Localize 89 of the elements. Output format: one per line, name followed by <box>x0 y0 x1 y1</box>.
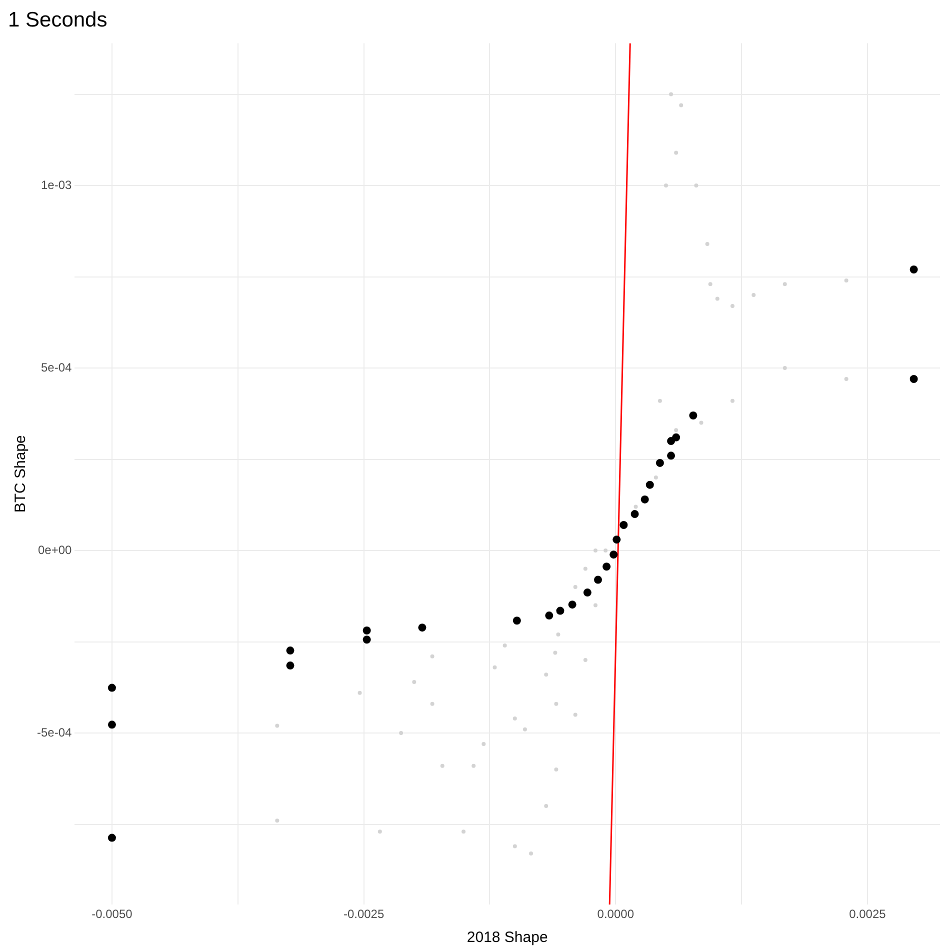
point <box>612 536 621 544</box>
point <box>634 504 638 509</box>
point <box>108 684 116 692</box>
point <box>658 398 662 403</box>
x-tick-label: 0.0025 <box>849 907 886 922</box>
x-tick-label: -0.0025 <box>343 907 384 922</box>
x-axis-title: 2018 Shape <box>466 929 548 946</box>
point <box>679 103 684 108</box>
point <box>573 712 578 717</box>
point <box>910 266 918 274</box>
point <box>512 716 517 720</box>
point <box>554 768 558 772</box>
point <box>689 412 698 420</box>
point <box>667 452 676 460</box>
point <box>430 702 434 706</box>
point <box>522 727 527 732</box>
point <box>286 646 294 655</box>
point <box>378 830 382 834</box>
point <box>275 724 280 728</box>
point <box>362 626 371 634</box>
point <box>583 588 592 597</box>
point <box>715 296 720 301</box>
point <box>640 495 649 504</box>
point <box>699 420 704 425</box>
chart-title: 1 Seconds <box>8 8 108 32</box>
point <box>620 521 628 529</box>
point <box>646 480 654 489</box>
y-tick-label: -5e-04 <box>37 725 72 740</box>
point <box>556 632 560 636</box>
point <box>672 433 680 442</box>
point <box>630 510 639 518</box>
point <box>674 428 678 432</box>
point <box>910 375 918 383</box>
point <box>782 282 787 286</box>
point <box>664 184 668 188</box>
point <box>399 731 404 736</box>
point <box>594 576 602 584</box>
point <box>674 150 678 155</box>
point <box>286 662 294 670</box>
point <box>545 612 554 620</box>
point <box>708 282 712 286</box>
point <box>705 242 710 246</box>
point <box>512 616 521 625</box>
y-axis-title: BTC Shape <box>12 435 30 513</box>
point <box>604 548 608 553</box>
point <box>430 654 434 658</box>
point <box>610 550 618 559</box>
point <box>440 764 444 768</box>
point <box>544 672 548 677</box>
x-tick-label: 0.0000 <box>597 907 634 922</box>
point <box>669 92 674 96</box>
point <box>502 643 507 648</box>
point <box>583 658 588 662</box>
point <box>730 304 734 308</box>
point <box>482 742 486 746</box>
point <box>362 636 371 644</box>
point <box>472 764 476 768</box>
point <box>108 834 116 842</box>
point <box>568 600 576 609</box>
point <box>654 476 658 480</box>
point <box>602 562 611 571</box>
point <box>462 830 466 834</box>
point <box>694 184 698 188</box>
point <box>573 585 578 590</box>
point <box>730 398 734 403</box>
point <box>412 680 416 684</box>
point <box>844 377 848 381</box>
point <box>108 720 116 729</box>
point <box>529 852 534 856</box>
point <box>656 458 664 467</box>
y-tick-label: 1e-03 <box>40 178 72 192</box>
point <box>554 702 558 706</box>
point <box>593 548 598 553</box>
x-tick-label: -0.0050 <box>92 907 133 922</box>
point <box>844 278 848 282</box>
point <box>553 650 558 655</box>
point <box>512 844 517 848</box>
point <box>358 690 362 695</box>
point <box>418 624 426 632</box>
point <box>593 603 598 608</box>
y-tick-label: 0e+00 <box>38 542 72 557</box>
point <box>583 566 588 571</box>
point <box>752 293 756 298</box>
point <box>544 804 548 808</box>
point <box>275 818 280 823</box>
y-tick-label: 5e-04 <box>40 360 72 374</box>
point <box>556 606 564 615</box>
point <box>782 366 787 370</box>
point <box>492 665 497 670</box>
